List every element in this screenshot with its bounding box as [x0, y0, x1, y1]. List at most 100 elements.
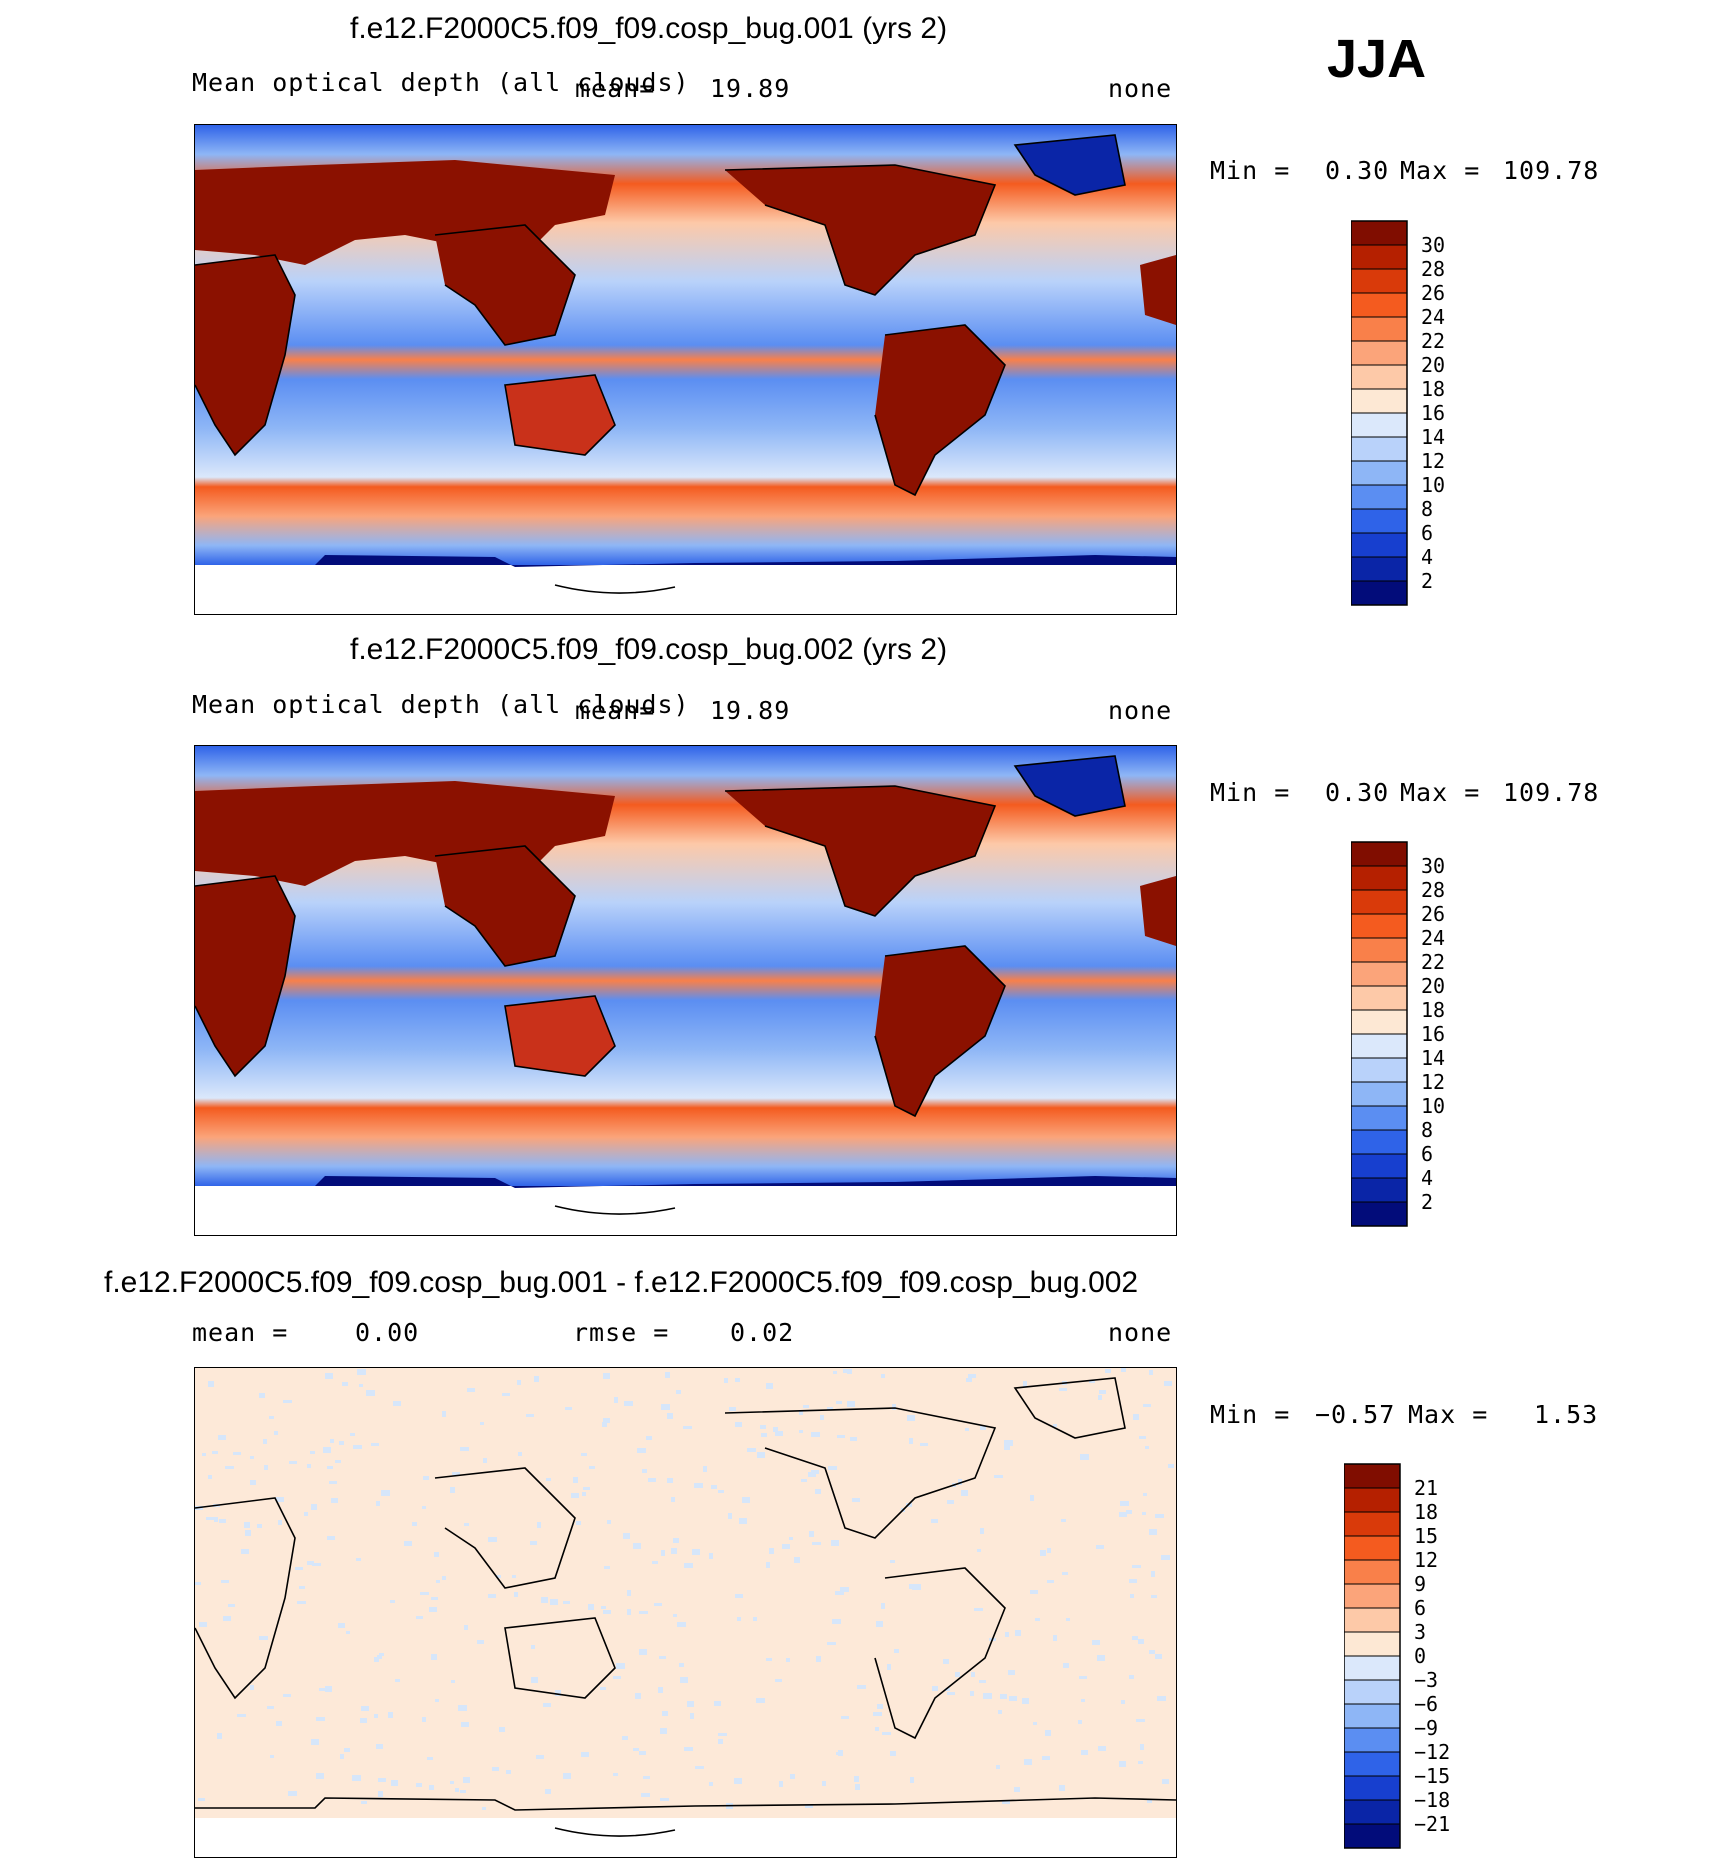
- colorbar-swatch: [1350, 841, 1408, 867]
- diff-speckle: [1151, 1571, 1155, 1577]
- diff-speckle: [1129, 1675, 1134, 1679]
- diff-speckle: [1140, 1744, 1144, 1750]
- diff-speckle: [1008, 1670, 1015, 1675]
- diff-speckle: [1151, 1595, 1157, 1598]
- diff-speckle: [477, 1640, 484, 1644]
- panel2-max-label: Max =: [1400, 778, 1481, 807]
- diff-speckle: [852, 1498, 860, 1502]
- diff-speckle: [1045, 1730, 1051, 1736]
- diff-speckle: [1105, 1369, 1111, 1373]
- diff-speckle: [979, 1680, 986, 1683]
- diff-speckle: [769, 1548, 774, 1554]
- diff-speckle: [805, 1804, 813, 1808]
- diff-speckle: [739, 1518, 747, 1524]
- diff-speckle: [639, 1751, 646, 1755]
- panel2-units: none: [1108, 696, 1173, 725]
- diff-speckle: [1023, 1381, 1027, 1387]
- colorbar-tick-label: 16: [1421, 401, 1445, 425]
- diff-speckle: [288, 1791, 297, 1796]
- diff-speckle: [259, 1393, 265, 1398]
- panel1-max-label: Max =: [1400, 156, 1481, 185]
- colorbar-swatch: [1350, 1081, 1408, 1107]
- diff-speckle: [642, 1469, 647, 1473]
- diff-speckle: [703, 1466, 707, 1472]
- diff-speckle: [775, 1431, 783, 1436]
- diff-speckle: [1053, 1424, 1057, 1427]
- diff-speckle: [907, 1415, 915, 1421]
- diff-speckle: [980, 1528, 984, 1534]
- diff-speckle: [836, 1752, 841, 1755]
- diff-speckle: [808, 1472, 816, 1477]
- diff-speckle: [909, 1438, 913, 1444]
- colorbar-swatch: [1343, 1799, 1401, 1825]
- diff-speckle: [735, 1378, 740, 1382]
- diff-speckle: [565, 1407, 572, 1410]
- diff-speckle: [688, 1703, 693, 1707]
- diff-speckle: [998, 1710, 1002, 1714]
- diff-speckle: [352, 1775, 361, 1781]
- diff-speckle: [1092, 1640, 1100, 1645]
- diff-speckle: [1099, 1390, 1106, 1394]
- diff-speckle: [996, 1765, 1000, 1769]
- panel3-units: none: [1108, 1318, 1173, 1347]
- diff-speckle: [463, 1777, 470, 1783]
- diff-speckle: [366, 1390, 375, 1396]
- colorbar-tick-label: −15: [1414, 1764, 1450, 1788]
- panel3-min-label: Min =: [1210, 1400, 1291, 1429]
- diff-speckle: [278, 1520, 282, 1525]
- colorbar-swatch: [1350, 1033, 1408, 1059]
- diff-speckle: [480, 1422, 484, 1425]
- diff-speckle: [506, 1770, 511, 1774]
- diff-speckle: [269, 1416, 274, 1419]
- diff-speckle: [467, 1388, 475, 1392]
- diff-speckle: [283, 1694, 291, 1697]
- diff-speckle: [576, 1521, 581, 1525]
- colorbar-swatch: [1350, 961, 1408, 987]
- colorbar-swatch: [1350, 388, 1408, 414]
- colorbar-swatch: [1350, 1129, 1408, 1155]
- diff-speckle: [943, 1659, 949, 1664]
- diff-speckle: [325, 1373, 333, 1379]
- diff-speckle: [1136, 1719, 1145, 1722]
- diff-speckle: [376, 1744, 383, 1749]
- diff-speckle: [357, 1369, 366, 1375]
- diff-speckle: [202, 1453, 206, 1456]
- colorbar-swatch: [1343, 1607, 1401, 1633]
- colorbar-tick-label: 3: [1414, 1620, 1426, 1644]
- diff-speckle: [855, 1784, 860, 1790]
- diff-speckle: [652, 1561, 658, 1564]
- diff-speckle: [639, 1649, 647, 1655]
- panel1-map: [194, 124, 1177, 615]
- diff-speckle: [245, 1530, 251, 1536]
- diff-speckle: [803, 1405, 809, 1408]
- colorbar-frame: [1343, 1463, 1401, 1849]
- panel3-map: [194, 1367, 1177, 1858]
- diff-speckle: [601, 1606, 606, 1609]
- diff-speckle: [531, 1677, 538, 1683]
- diff-speckle: [947, 1692, 955, 1695]
- diff-speckle: [892, 1404, 896, 1410]
- panel2-min-label: Min =: [1210, 778, 1291, 807]
- diff-speckle: [641, 1793, 650, 1797]
- diff-speckle: [977, 1549, 981, 1552]
- colorbar-swatch: [1350, 412, 1408, 438]
- diff-speckle: [775, 1679, 782, 1682]
- colorbar-swatch: [1350, 556, 1408, 582]
- diff-speckle: [822, 1781, 826, 1786]
- diff-speckle: [499, 1727, 505, 1732]
- diff-speckle: [304, 1512, 308, 1516]
- diff-speckle: [875, 1727, 879, 1731]
- diff-speckle: [488, 1537, 497, 1542]
- diff-speckle: [760, 1425, 766, 1429]
- diff-speckle: [671, 1548, 677, 1554]
- colorbar-swatch: [1350, 508, 1408, 534]
- diff-speckle: [1139, 1436, 1146, 1439]
- diff-speckle: [395, 1679, 400, 1682]
- colorbar-tick-label: 12: [1414, 1548, 1438, 1572]
- diff-speckle: [356, 1558, 361, 1561]
- diff-speckle: [342, 1382, 348, 1386]
- diff-speckle: [517, 1380, 521, 1385]
- diff-speckle: [464, 1625, 468, 1630]
- panel1-mean-value: 19.89: [710, 74, 791, 103]
- diff-speckle: [316, 1773, 324, 1779]
